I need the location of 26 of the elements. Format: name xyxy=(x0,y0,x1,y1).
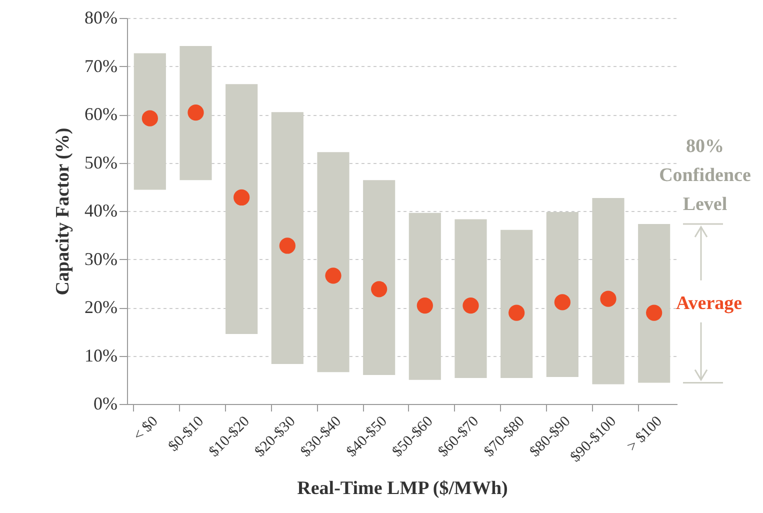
point xyxy=(188,104,204,121)
y-axis-title: Capacity Factor (%) xyxy=(52,128,74,296)
y-tick-label: 40% xyxy=(84,200,118,220)
point xyxy=(234,189,250,206)
y-tick-label: 50% xyxy=(84,152,118,172)
point xyxy=(416,298,433,314)
y-tick-label: 10% xyxy=(84,345,118,366)
y-tick-label: 80% xyxy=(84,8,118,28)
point xyxy=(600,290,616,307)
point xyxy=(279,238,296,254)
point xyxy=(325,268,342,284)
y-tick-label: 60% xyxy=(84,104,118,124)
y-tick-label: 30% xyxy=(84,248,118,269)
point xyxy=(646,304,662,321)
point xyxy=(508,304,525,321)
series-label: 80% Confidence Level xyxy=(658,135,752,218)
y-tick-label: 20% xyxy=(84,297,118,317)
point xyxy=(554,294,570,310)
series-label: Average xyxy=(676,292,742,316)
y-tick-label: 70% xyxy=(84,56,118,76)
point xyxy=(142,110,158,126)
point xyxy=(371,281,388,298)
y-tick-label: 0% xyxy=(94,394,118,414)
x-axis-title: Real-Time LMP ($/MWh) xyxy=(297,478,508,499)
x-tick-label: < $0 xyxy=(130,414,162,444)
point xyxy=(462,298,479,314)
